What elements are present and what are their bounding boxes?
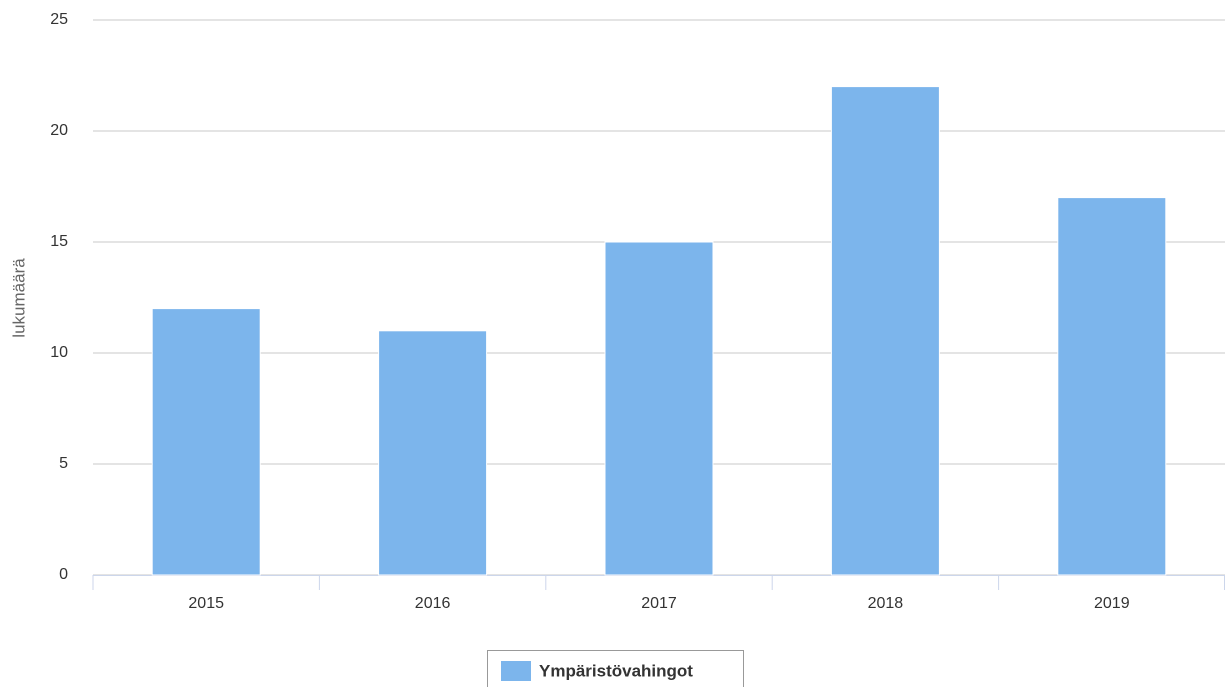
x-tick-label: 2019 — [1094, 595, 1130, 612]
bar — [604, 241, 714, 576]
legend-label: Ympäristövahingot — [539, 661, 693, 680]
y-tick-label: 20 — [50, 122, 68, 139]
bar — [378, 330, 488, 576]
bar — [151, 308, 261, 576]
x-tick-label: 2015 — [188, 595, 224, 612]
y-tick-label: 5 — [59, 455, 68, 472]
y-tick-label: 0 — [59, 566, 68, 583]
x-tick-label: 2017 — [641, 595, 677, 612]
y-axis-label: lukumäärä — [9, 258, 28, 338]
bar — [830, 86, 940, 576]
y-tick-label: 10 — [50, 344, 68, 361]
y-tick-label: 25 — [50, 11, 68, 28]
x-tick-label: 2018 — [868, 595, 904, 612]
legend-swatch — [501, 661, 531, 681]
bar — [1057, 197, 1167, 576]
x-tick-label: 2016 — [415, 595, 451, 612]
y-tick-label: 15 — [50, 233, 68, 250]
